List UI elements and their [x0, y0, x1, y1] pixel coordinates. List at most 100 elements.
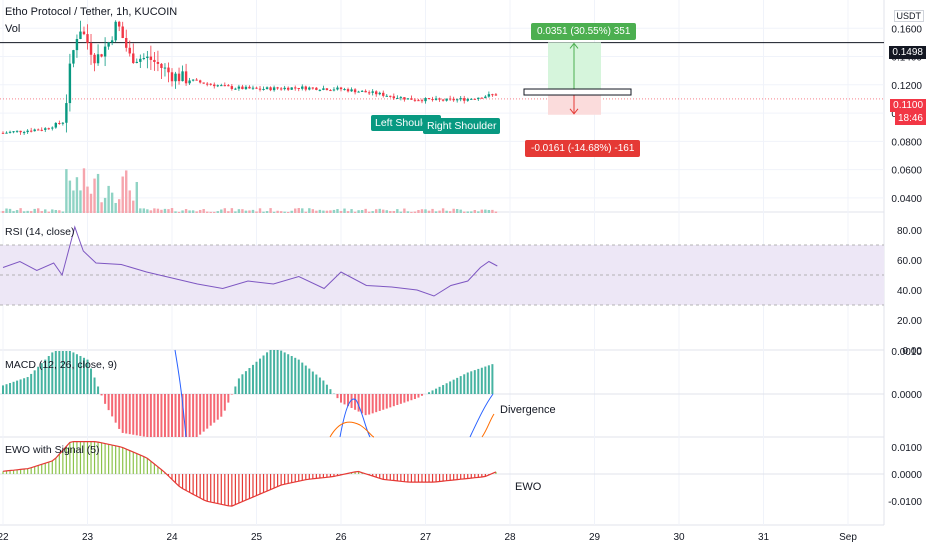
volume-bar [44, 209, 47, 213]
price-tick-label: 0.0400 [891, 194, 922, 205]
ewo-histogram-bar [217, 474, 219, 504]
candle-body [184, 71, 188, 84]
macd-histogram-bar [104, 394, 107, 404]
ewo-histogram-bar [171, 474, 173, 480]
candle-body [470, 98, 473, 100]
ewo-histogram-bar [435, 474, 437, 482]
ewo-histogram-bar [421, 474, 423, 483]
ewo-histogram-bar [463, 474, 465, 479]
volume-bar [146, 209, 149, 213]
macd-histogram-bar [396, 394, 399, 405]
macd-histogram-bar [477, 368, 480, 394]
ewo-histogram-bar [5, 470, 8, 474]
ewo-histogram-bar [386, 474, 388, 480]
ewo-histogram-bar [41, 464, 43, 474]
stop-badge[interactable]: -0.0161 (-14.68%) -161 [525, 140, 641, 157]
volume-bar [107, 185, 110, 213]
candle-body [269, 87, 272, 91]
volume-bar [125, 170, 128, 213]
macd-histogram-bar [368, 394, 371, 415]
candle-body [304, 86, 307, 90]
volume-bar [343, 208, 346, 213]
ewo-histogram-bar [403, 474, 405, 482]
macd-histogram-bar [463, 374, 466, 394]
ewo-histogram-bar [308, 474, 310, 480]
macd-histogram-bar [153, 394, 156, 437]
candle-body [350, 89, 353, 92]
volume-bar [466, 211, 469, 213]
macd-histogram-bar [287, 354, 290, 394]
macd-histogram-bar [160, 394, 163, 437]
current-price-tag: 0.1100 [890, 99, 926, 112]
macd-histogram-bar [301, 362, 304, 394]
x-tick-label: 23 [82, 532, 94, 543]
candle-body [234, 88, 237, 90]
volume-bar [241, 209, 244, 213]
volume-bar [353, 211, 357, 213]
macd-histogram-bar [5, 384, 8, 394]
candle-body [29, 130, 33, 132]
volume-bar [51, 209, 54, 213]
candle-body [177, 73, 181, 82]
ewo-histogram-bar [125, 449, 127, 474]
macd-histogram-bar [294, 357, 297, 394]
macd-histogram-bar [2, 385, 4, 394]
volume-bar [487, 209, 491, 213]
macd-histogram-bar [202, 394, 205, 432]
volume-bar [463, 211, 466, 213]
candle-body [26, 130, 29, 133]
macd-histogram-bar [357, 394, 360, 412]
ewo-histogram-bar [90, 441, 92, 474]
volume-bar [209, 211, 212, 213]
ewo-histogram-bar [460, 474, 462, 480]
macd-histogram-bar [354, 394, 357, 410]
ewo-histogram-bar [146, 458, 148, 474]
x-tick-label: 31 [758, 532, 770, 543]
volume-bar [385, 210, 388, 213]
candle-body [227, 85, 230, 87]
macd-histogram-bar [107, 394, 110, 411]
macd-histogram-bar [259, 358, 262, 394]
ewo-histogram-bar [312, 474, 314, 479]
ewo-histogram-bar [210, 474, 212, 503]
macd-histogram-bar [44, 359, 47, 394]
candle-body [153, 59, 156, 62]
candle-body [241, 86, 244, 90]
ewo-histogram-bar [115, 445, 117, 474]
volume-bar [427, 210, 431, 213]
candle-body [399, 97, 403, 99]
volume-bar [258, 208, 262, 213]
macd-histogram-bar [195, 394, 198, 437]
currency-label[interactable]: USDT [893, 10, 924, 22]
right-shoulder-label[interactable]: Right Shoulder [423, 118, 501, 134]
volume-bar [170, 208, 174, 213]
candle-body [290, 87, 293, 90]
macd-histogram-bar [19, 379, 22, 394]
price-tick-label: 0.1600 [891, 24, 922, 35]
target-badge[interactable]: 0.0351 (30.55%) 351 [531, 23, 637, 40]
ewo-tick-label: 0.0100 [891, 443, 922, 454]
ewo-histogram-bar [484, 474, 486, 477]
macd-histogram-bar [90, 368, 93, 394]
ewo-histogram-bar [372, 474, 374, 477]
candle-body [149, 56, 153, 60]
macd-histogram-bar [82, 357, 85, 394]
macd-histogram-bar [361, 394, 364, 414]
rsi-label: RSI (14, close) [5, 226, 75, 238]
ewo-histogram-bar [122, 447, 124, 474]
macd-histogram-bar [389, 394, 392, 408]
candle-body [96, 54, 100, 64]
line-price-tag: 0.1498 [889, 46, 926, 59]
ewo-histogram-bar [62, 450, 64, 474]
candle-body [353, 89, 357, 93]
ewo-histogram-bar [350, 472, 353, 474]
candle-body [487, 94, 491, 97]
macd-histogram-bar [329, 389, 332, 394]
ewo-histogram-bar [157, 466, 159, 474]
candle-body [1, 132, 5, 134]
volume-bar [399, 211, 403, 213]
ewo-histogram-bar [442, 474, 444, 482]
macd-histogram-bar [111, 394, 114, 417]
macd-histogram-bar [227, 394, 230, 403]
